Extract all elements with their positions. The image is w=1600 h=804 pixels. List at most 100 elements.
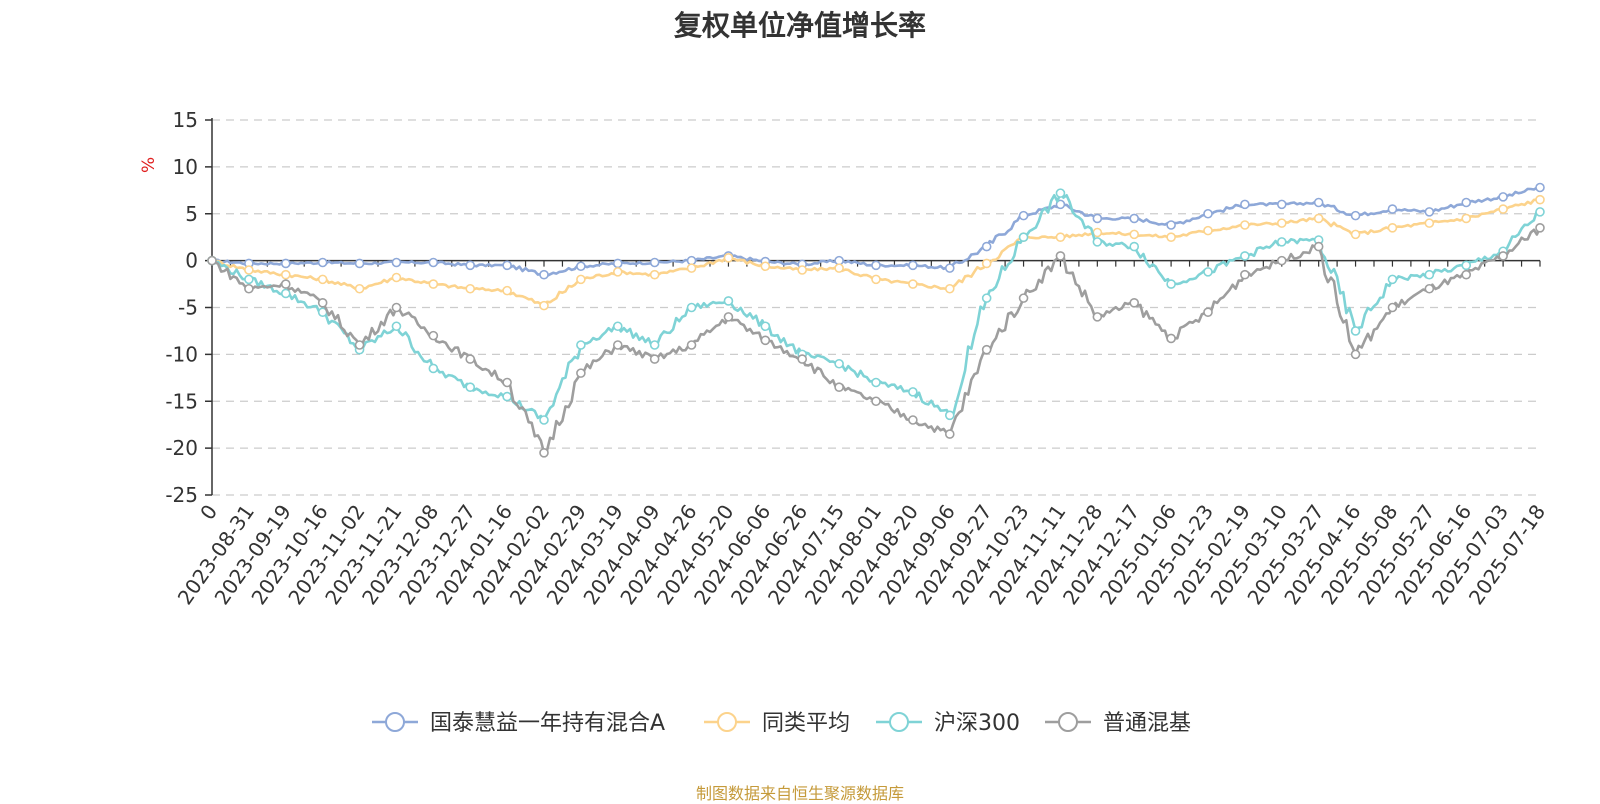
data-point: [686, 340, 697, 350]
legend-item[interactable]: 沪深300: [876, 711, 1020, 736]
data-point: [1055, 199, 1066, 210]
data-point: [502, 391, 512, 402]
data-point: [576, 340, 586, 350]
data-point: [1203, 225, 1213, 236]
data-point: [944, 283, 955, 294]
data-point: [1276, 218, 1287, 228]
legend-label: 普通混基: [1103, 711, 1191, 736]
legend[interactable]: 国泰慧益一年持有混合A 同类平均 沪深300 普通混基: [372, 711, 1191, 736]
data-point: [1203, 267, 1213, 277]
data-point: [1498, 251, 1508, 261]
data-point: [723, 296, 734, 306]
data-point: [391, 302, 402, 313]
data-point: [944, 263, 955, 273]
data-point: [1461, 260, 1472, 271]
data-point: [612, 321, 623, 332]
data-point: [1387, 204, 1398, 214]
data-point: [465, 354, 476, 364]
data-point: [612, 267, 623, 277]
data-point: [280, 288, 291, 299]
y-tick-label: 5: [185, 202, 198, 226]
data-point: [1461, 213, 1472, 224]
data-point: [465, 382, 476, 392]
source-note: 制图数据来自恒生聚源数据库: [695, 784, 904, 803]
y-tick-label: -15: [165, 389, 198, 413]
data-point: [686, 263, 697, 273]
data-point: [1350, 349, 1361, 360]
data-point: [1129, 229, 1140, 240]
y-tick-label: -5: [178, 296, 198, 320]
legend-marker: [1058, 712, 1078, 732]
data-point: [1535, 182, 1545, 193]
legend-item[interactable]: 普通混基: [1045, 711, 1191, 736]
data-point: [244, 283, 254, 294]
data-point: [1276, 199, 1287, 210]
axes: 151050-5-10-15-20-25%02023-08-312023-09-…: [139, 108, 1550, 609]
data-point: [1461, 269, 1472, 280]
data-point: [1498, 204, 1508, 214]
data-point: [539, 300, 549, 311]
data-point: [1313, 213, 1324, 224]
data-point: [244, 274, 254, 285]
data-point: [723, 253, 734, 263]
data-point: [1424, 283, 1435, 294]
data-point: [391, 272, 402, 283]
data-point: [1018, 232, 1029, 242]
y-tick-label: -10: [165, 342, 198, 366]
legend-label: 同类平均: [762, 711, 850, 736]
data-point: [1276, 237, 1287, 247]
data-point: [1166, 333, 1176, 344]
data-point: [1535, 207, 1545, 217]
data-point: [612, 340, 623, 350]
data-point: [1055, 188, 1066, 198]
data-point: [1129, 241, 1140, 252]
data-point: [797, 265, 808, 275]
data-point: [539, 448, 549, 458]
data-point: [428, 363, 439, 374]
data-point: [834, 358, 844, 369]
y-tick-label: 15: [173, 108, 198, 132]
y-tick-label: -20: [165, 436, 198, 460]
data-point: [1129, 213, 1140, 224]
data-point: [1203, 307, 1213, 317]
data-point: [908, 415, 918, 425]
grid-lines: [212, 119, 1540, 496]
data-point: [1535, 223, 1545, 233]
data-point: [354, 340, 365, 350]
data-point: [871, 377, 881, 388]
legend-item[interactable]: 同类平均: [704, 711, 850, 736]
data-point: [760, 335, 771, 346]
data-point: [760, 261, 771, 272]
data-point: [834, 382, 844, 392]
data-point: [391, 321, 402, 332]
data-point: [871, 396, 881, 407]
data-point: [981, 293, 992, 303]
series-lines: [207, 182, 1545, 458]
data-point: [1535, 194, 1545, 205]
data-point: [1240, 220, 1250, 230]
data-point: [539, 269, 549, 280]
data-point: [207, 255, 217, 266]
data-point: [1240, 251, 1250, 261]
data-point: [981, 241, 992, 252]
data-point: [354, 283, 365, 294]
data-point: [871, 260, 881, 271]
legend-label: 国泰慧益一年持有混合A: [430, 711, 665, 736]
legend-item[interactable]: 国泰慧益一年持有混合A: [372, 711, 665, 736]
y-tick-label: 10: [173, 155, 198, 179]
data-point: [944, 429, 955, 439]
data-point: [1240, 199, 1250, 210]
data-point: [1461, 197, 1472, 208]
data-point: [1498, 192, 1508, 202]
data-point: [1092, 312, 1103, 322]
data-point: [317, 274, 328, 285]
data-point: [280, 279, 291, 289]
legend-marker: [385, 712, 405, 732]
data-point: [1166, 220, 1176, 230]
data-point: [1240, 269, 1250, 280]
data-point: [317, 298, 328, 308]
data-point: [1018, 293, 1029, 303]
legend-label: 沪深300: [934, 711, 1020, 736]
data-point: [1092, 213, 1103, 224]
data-point: [539, 415, 549, 425]
